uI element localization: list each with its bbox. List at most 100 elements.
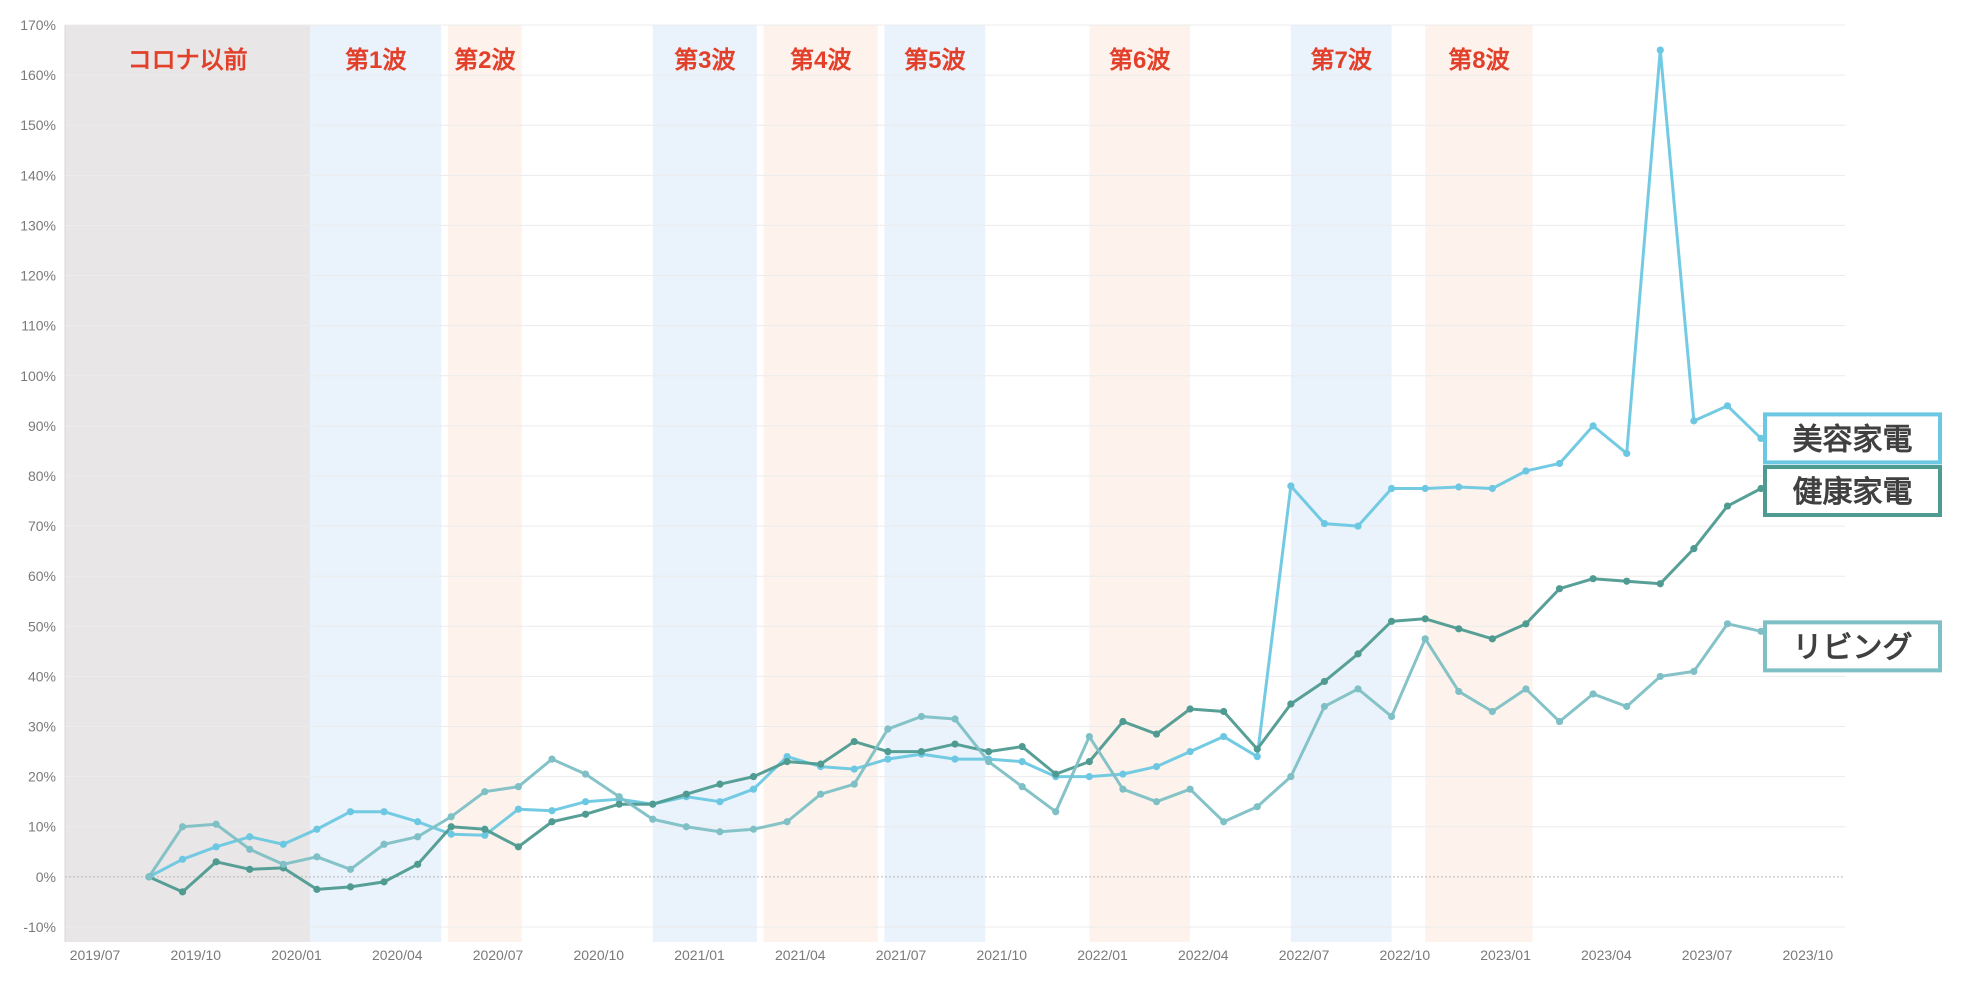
data-point: [817, 790, 825, 798]
data-point: [414, 860, 422, 868]
x-axis-ticks: 2019/07 2019/10 2020/01 2020/04 2020/07 2020/…: [70, 947, 1834, 963]
data-point: [649, 800, 657, 808]
data-point: [346, 865, 355, 873]
data-point: [481, 788, 489, 796]
data-point: [581, 770, 590, 778]
data-point: [1555, 585, 1564, 593]
x-tick-label: 2021/10: [976, 947, 1027, 963]
data-point: [1052, 808, 1060, 816]
data-point: [1690, 667, 1698, 676]
period-label: 第8波: [1448, 46, 1510, 74]
data-point: [279, 860, 287, 868]
data-point: [1757, 627, 1765, 635]
data-point: [548, 807, 556, 815]
period-label: 第5波: [904, 46, 966, 74]
data-point: [178, 823, 187, 831]
data-point: [984, 747, 993, 756]
x-tick-label: 2020/04: [372, 947, 423, 963]
data-point: [749, 825, 758, 833]
y-tick-label: 70%: [28, 518, 56, 534]
data-point: [917, 712, 926, 721]
data-point: [380, 840, 388, 848]
period-label: 第2波: [454, 46, 516, 74]
data-point: [1253, 803, 1261, 811]
data-point: [1018, 758, 1026, 766]
data-point: [1320, 677, 1329, 686]
data-point: [313, 853, 321, 861]
data-point: [850, 765, 858, 773]
x-tick-label: 2023/10: [1783, 947, 1834, 963]
data-point: [951, 715, 959, 723]
period-band-4: [763, 25, 878, 942]
y-tick-label: 20%: [28, 769, 56, 785]
data-point: [1152, 763, 1161, 771]
y-tick-label: 150%: [20, 117, 56, 133]
data-point: [1220, 707, 1228, 716]
data-point: [1287, 700, 1295, 708]
x-tick-label: 2022/04: [1178, 947, 1229, 963]
data-point: [1623, 702, 1631, 711]
legend-box: [1763, 465, 1942, 518]
data-point: [884, 747, 892, 756]
data-point: [1354, 685, 1362, 693]
data-point: [1052, 770, 1060, 778]
data-point: [178, 855, 187, 863]
data-point: [615, 800, 623, 808]
data-point: [1589, 422, 1597, 430]
period-label: 第6波: [1109, 46, 1171, 74]
x-tick-label: 2023/04: [1581, 947, 1632, 963]
data-point: [380, 808, 388, 816]
x-tick-label: 2022/01: [1077, 947, 1128, 963]
period-label: 第3波: [674, 46, 736, 74]
data-point: [783, 752, 791, 761]
y-tick-label: 10%: [28, 819, 56, 835]
data-point: [1119, 717, 1127, 726]
data-point: [447, 813, 455, 821]
data-point: [1152, 730, 1161, 738]
data-point: [749, 785, 758, 793]
data-point: [1656, 580, 1664, 588]
period-band-7: [1290, 25, 1392, 942]
period-labels: コロナ以前 第1波 第2波 第3波 第4波 第5波 第6波 第7波 第8波: [128, 46, 1511, 74]
data-point: [548, 755, 556, 763]
data-point: [1623, 577, 1631, 585]
data-point: [1018, 742, 1026, 751]
period-bands: [65, 25, 1533, 942]
data-point: [1388, 617, 1396, 625]
data-point: [1522, 620, 1530, 628]
period-band-8: [1425, 25, 1533, 942]
data-point: [1488, 635, 1496, 643]
data-point: [850, 780, 858, 788]
data-point: [481, 825, 489, 833]
y-tick-label: 60%: [28, 568, 56, 584]
y-tick-label: 40%: [28, 668, 56, 684]
y-tick-label: 50%: [28, 618, 56, 634]
data-point: [178, 888, 187, 896]
period-label: 第1波: [345, 46, 407, 74]
data-point: [1522, 685, 1530, 693]
data-point: [749, 773, 758, 781]
period-band-3: [652, 25, 757, 942]
series-points: [145, 46, 1799, 896]
y-tick-label: 30%: [28, 719, 56, 735]
data-point: [1723, 502, 1732, 510]
data-point: [1018, 783, 1026, 791]
data-point: [682, 823, 690, 831]
data-point: [1421, 635, 1429, 643]
data-point: [884, 755, 892, 763]
series-lines: [147, 48, 1797, 894]
x-tick-label: 2021/01: [674, 947, 725, 963]
data-point: [1388, 712, 1396, 721]
data-point: [1388, 484, 1396, 493]
data-point: [1186, 785, 1194, 793]
period-label: コロナ以前: [128, 46, 248, 74]
series-line-0: [147, 48, 1797, 879]
data-point: [1656, 46, 1664, 54]
data-point: [917, 747, 926, 756]
data-point: [1589, 690, 1597, 698]
data-point: [514, 805, 522, 813]
data-point: [1253, 745, 1261, 753]
legend-box: [1763, 412, 1942, 465]
